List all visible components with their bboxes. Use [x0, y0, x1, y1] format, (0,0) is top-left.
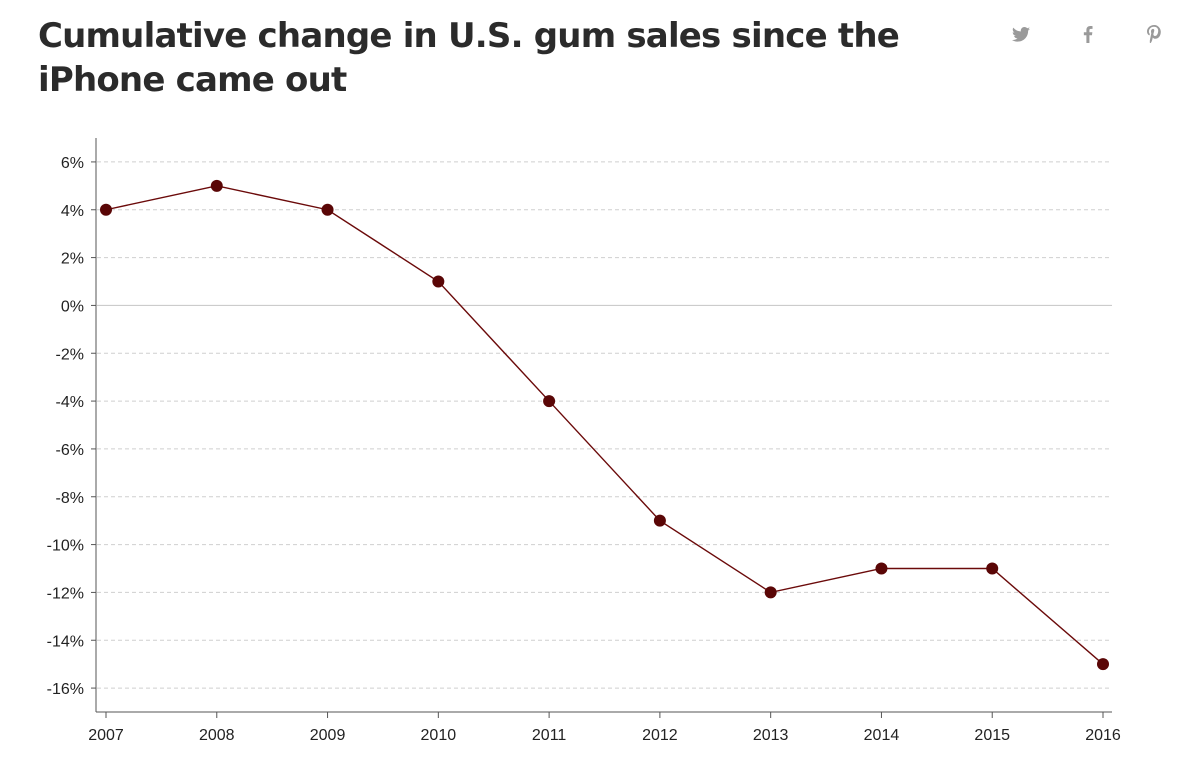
gridlines: [97, 161, 1112, 689]
x-tick-label: 2008: [199, 727, 235, 744]
y-tick-label: 4%: [61, 203, 84, 220]
facebook-share-button[interactable]: [1076, 22, 1100, 46]
twitter-share-button[interactable]: [1009, 22, 1033, 46]
y-tick-label: -12%: [47, 585, 84, 602]
axes: 6% 4% 2% 0% -2% -4% -6% -8% -10% -12% -14% -16% 2007…: [47, 138, 1121, 744]
x-tick-label: 2015: [974, 727, 1010, 744]
data-point-2007[interactable]: [100, 203, 112, 216]
data-point-2012[interactable]: [653, 514, 666, 527]
x-tick-label: 2010: [421, 727, 457, 744]
pinterest-icon: [1147, 25, 1161, 43]
x-tick-label: 2012: [642, 727, 678, 744]
data-point-2016[interactable]: [1097, 658, 1109, 671]
y-tick-label: 0%: [61, 298, 84, 315]
y-tick-label: -4%: [56, 394, 84, 411]
x-tick-label: 2016: [1085, 727, 1121, 744]
x-tick-label: 2007: [88, 727, 124, 744]
data-point-2013[interactable]: [764, 586, 777, 599]
pinterest-share-button[interactable]: [1142, 22, 1166, 46]
y-tick-label: -8%: [56, 490, 84, 507]
y-tick-label: -2%: [56, 346, 84, 363]
data-point-2011[interactable]: [543, 395, 556, 408]
y-tick-label: 6%: [61, 155, 84, 172]
y-tick-label: 2%: [61, 251, 84, 268]
series-line: [105, 185, 1104, 665]
x-tick-label: 2009: [310, 727, 346, 744]
x-tick-label: 2014: [864, 727, 900, 744]
series: [100, 179, 1109, 671]
data-point-2014[interactable]: [875, 562, 888, 575]
x-tick-label: 2013: [753, 727, 789, 744]
chart-title: Cumulative change in U.S. gum sales sinc…: [38, 16, 900, 100]
data-point-2008[interactable]: [210, 179, 223, 192]
y-tick-label: -6%: [56, 442, 84, 459]
y-tick-label: -10%: [47, 538, 84, 555]
x-tick-label: 2011: [532, 727, 567, 744]
twitter-icon: [1012, 26, 1030, 42]
data-point-2015[interactable]: [986, 562, 999, 575]
data-point-2010[interactable]: [432, 275, 445, 288]
y-tick-label: -16%: [47, 681, 84, 698]
data-point-2009[interactable]: [321, 203, 334, 216]
y-tick-label: -14%: [47, 633, 84, 650]
facebook-icon: [1083, 25, 1093, 43]
